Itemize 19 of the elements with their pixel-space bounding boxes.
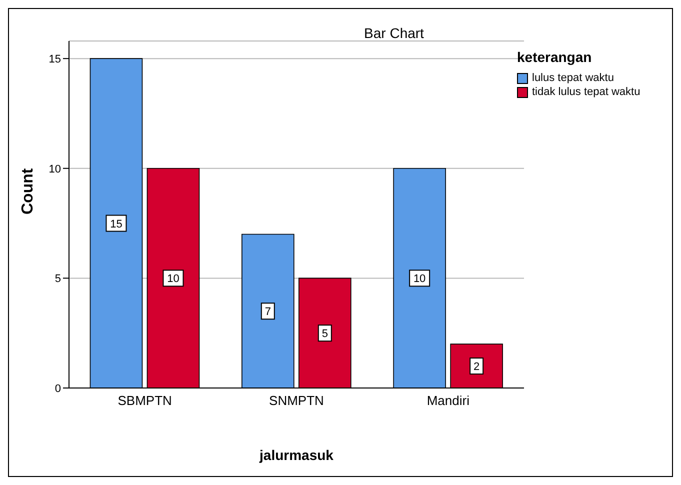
chart-title: Bar Chart [363,25,425,41]
y-tick-label: 0 [54,382,61,395]
data-label: 7 [264,306,271,318]
legend-label: tidak lulus tepat waktu [532,86,640,98]
data-label: 10 [413,273,426,286]
legend-label: lulus tepat waktu [532,72,614,84]
data-label: 5 [322,328,328,340]
x-axis-title: jalurmasuk [258,447,334,463]
x-tick-label: Mandiri [426,393,470,408]
y-tick-label: 10 [48,163,61,176]
y-axis-title: Count [20,168,37,214]
y-tick-label: 5 [54,273,61,286]
x-tick-label: SBMPTN [118,393,172,408]
data-label: 10 [167,273,180,286]
x-tick-label: SNMPTN [269,393,324,408]
data-label: 15 [110,218,122,230]
data-label: 2 [474,361,480,374]
y-tick-label: 15 [48,53,61,66]
legend-title: keterangan [517,49,593,65]
